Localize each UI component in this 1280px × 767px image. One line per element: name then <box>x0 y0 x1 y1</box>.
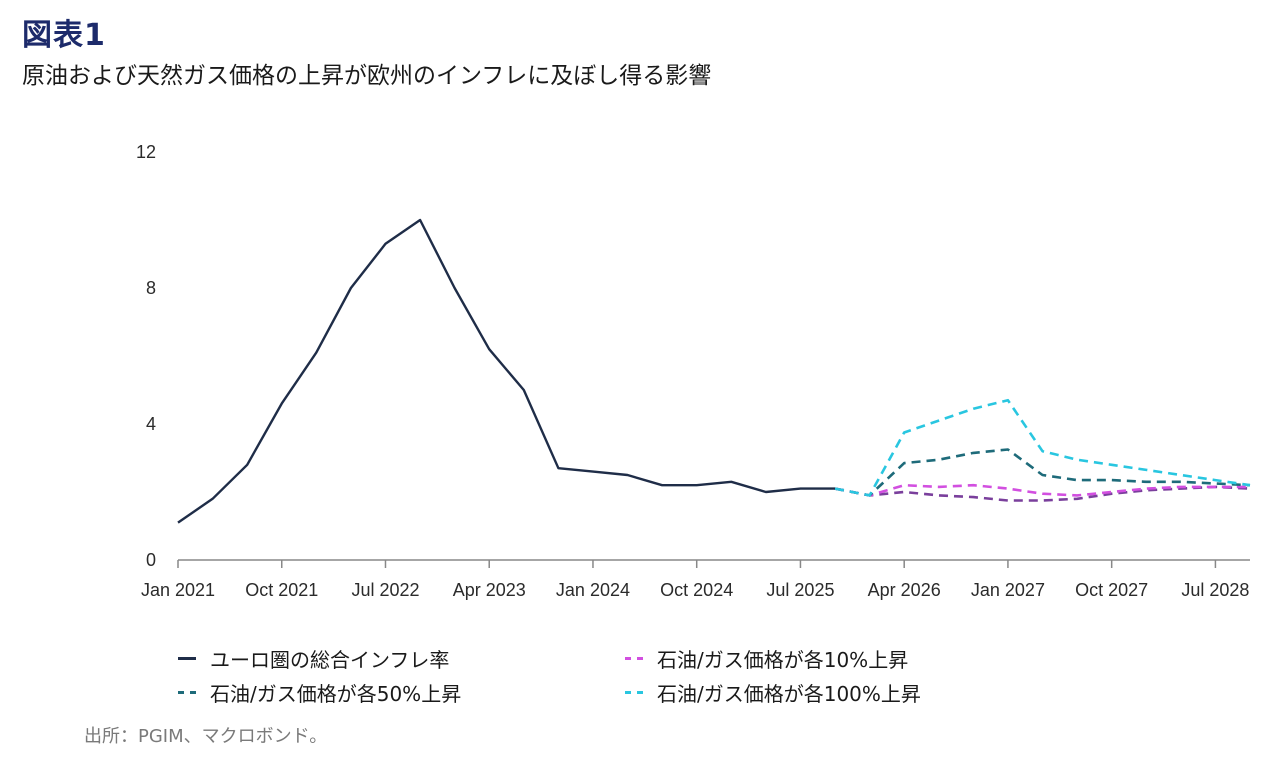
y-tick-label: 12 <box>136 142 156 162</box>
legend: ユーロ圏の総合インフレ率 石油/ガス価格が各50%上昇 石油/ガス価格が各10%… <box>0 640 1280 710</box>
figure-subtitle: 原油および天然ガス価格の上昇が欧州のインフレに及ぼし得る影響 <box>22 63 712 89</box>
source-note: 出所：PGIM、マクロボンド。 <box>84 726 328 747</box>
x-axis: Jan 2021 Oct 2021 Jul 2022 Apr 2023 Jan 2024… <box>141 559 1250 600</box>
legend-label: 石油/ガス価格が各10%上昇 <box>657 648 909 672</box>
y-axis: 0 4 8 12 <box>136 142 156 570</box>
legend-swatch <box>178 691 196 694</box>
x-tick-label: Jan 2024 <box>556 580 630 600</box>
series-line-3 <box>834 398 1251 497</box>
series-line-0 <box>177 218 835 524</box>
y-tick-label: 4 <box>146 414 156 434</box>
x-tick-label: Jan 2021 <box>141 580 215 600</box>
x-tick-label: Apr 2026 <box>868 580 941 600</box>
legend-swatch <box>625 657 643 660</box>
x-tick-label: Apr 2023 <box>453 580 526 600</box>
x-tick-label: Jan 2027 <box>971 580 1045 600</box>
figure-title: 図表1 <box>22 18 106 53</box>
series-line-2 <box>834 448 1251 497</box>
x-tick-label: Jul 2025 <box>766 580 834 600</box>
legend-item-50pct: 石油/ガス価格が各50%上昇 <box>178 678 461 707</box>
series-layer <box>177 218 1251 524</box>
y-tick-label: 8 <box>146 278 156 298</box>
y-tick-label: 0 <box>146 550 156 570</box>
legend-item-10pct: 石油/ガス価格が各10%上昇 <box>625 644 908 673</box>
legend-label: 石油/ガス価格が各50%上昇 <box>210 682 462 706</box>
legend-swatch <box>178 657 196 660</box>
series-line-4 <box>834 485 1251 502</box>
x-tick-label: Jul 2022 <box>351 580 419 600</box>
x-tick-label: Oct 2024 <box>660 580 733 600</box>
legend-label: 石油/ガス価格が各100%上昇 <box>657 682 921 706</box>
x-tick-label: Jul 2028 <box>1181 580 1249 600</box>
legend-item-headline-inflation: ユーロ圏の総合インフレ率 <box>178 644 449 673</box>
legend-item-100pct: 石油/ガス価格が各100%上昇 <box>625 678 921 707</box>
legend-swatch <box>625 691 643 694</box>
x-tick-label: Oct 2021 <box>245 580 318 600</box>
x-tick-label: Oct 2027 <box>1075 580 1148 600</box>
legend-label: ユーロ圏の総合インフレ率 <box>210 648 450 672</box>
series-line-1 <box>834 483 1250 497</box>
